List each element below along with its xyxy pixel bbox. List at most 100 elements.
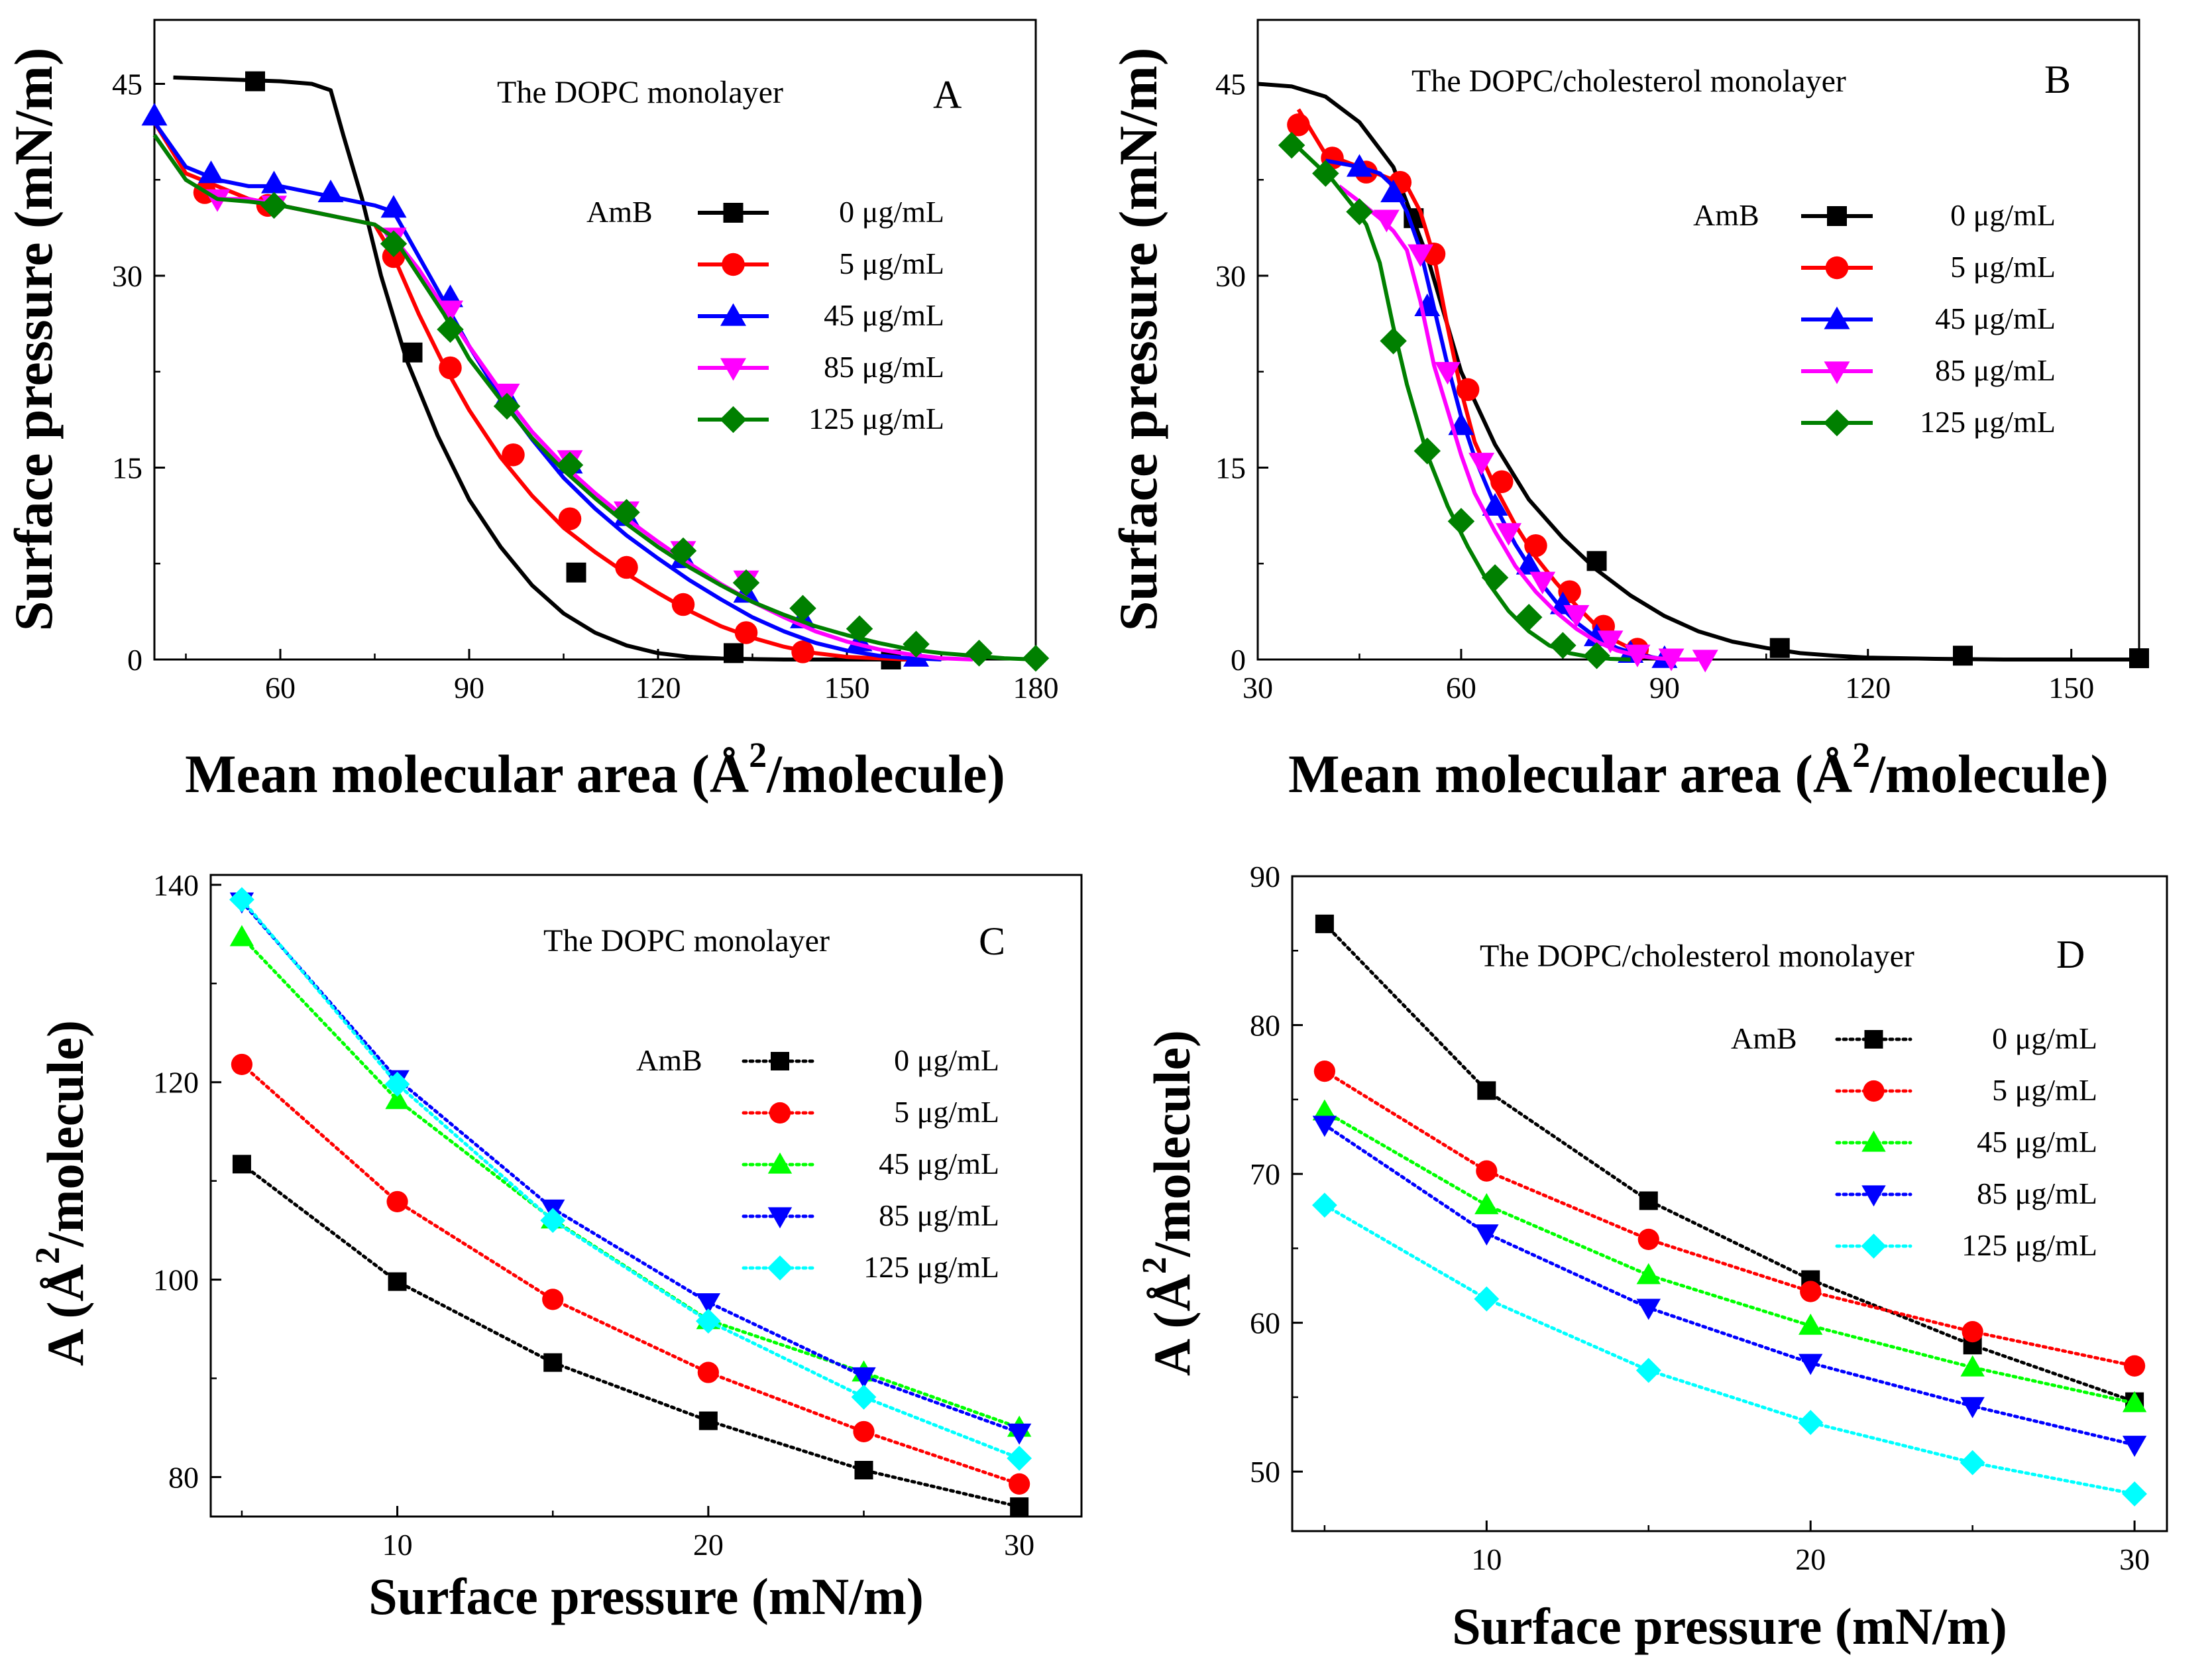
panel-d-data-point xyxy=(1311,1192,1337,1218)
panel-b-y-tick-label: 0 xyxy=(1231,643,1246,677)
panel-d-legend-label: 5 μg/mL xyxy=(1992,1073,2097,1107)
panel-a-data-point xyxy=(198,160,224,184)
panel-b-data-point xyxy=(1373,209,1400,233)
panel-a-legend-marker xyxy=(720,303,746,326)
panel-b-data-point xyxy=(1312,160,1339,187)
panel-a-data-point xyxy=(261,170,287,194)
panel-a-legend-marker xyxy=(720,358,746,381)
panel-d-series-line xyxy=(1323,922,2136,1404)
panel-c-series-line xyxy=(240,935,1021,1430)
panel-a-letter: A xyxy=(933,73,962,117)
panel-c-data-point xyxy=(854,1461,873,1480)
panel-d-data-point xyxy=(1312,1099,1337,1121)
panel-c-legend-label: 45 μg/mL xyxy=(879,1147,999,1180)
panel-d-data-point xyxy=(2122,1391,2147,1412)
panel-b-legend-marker xyxy=(1824,306,1850,329)
panel-b-data-point xyxy=(1346,198,1373,225)
panel-a-legend-label: 85 μg/mL xyxy=(824,350,944,384)
panel-b-x-tick-label: 120 xyxy=(1845,671,1891,705)
panel-a-data-point xyxy=(556,451,584,479)
panel-d-legend-marker xyxy=(1861,1234,1887,1259)
panel-d-y-tick-label: 80 xyxy=(1250,1009,1280,1043)
panel-b-data-point xyxy=(1658,648,1685,671)
panel-a-data-point xyxy=(613,498,640,526)
panel-c-series-line xyxy=(240,1063,1021,1486)
panel-a-data-point xyxy=(493,392,521,420)
panel-a-y-tick-label: 0 xyxy=(127,643,142,677)
panel-a-x-tick-label: 90 xyxy=(454,671,484,705)
panel-d-data-point xyxy=(1474,1193,1499,1214)
panel-b-data-point xyxy=(1953,646,1973,666)
panel-c-data-point xyxy=(695,1308,721,1334)
panel-c-y-tick-label: 80 xyxy=(168,1460,199,1494)
panel-c-data-point xyxy=(1009,1473,1030,1495)
panel-c-data-point xyxy=(853,1420,875,1443)
panel-b-series-line xyxy=(1257,82,2139,661)
panel-a-data-point xyxy=(846,615,873,642)
panel-a-legend-marker xyxy=(723,203,744,223)
panel-b-data-point xyxy=(1408,244,1434,267)
panel-a-data-point xyxy=(317,180,344,203)
panel-a-data-point xyxy=(558,507,582,530)
panel-b-legend-marker xyxy=(1823,409,1851,437)
panel-a-data-point xyxy=(245,71,265,91)
panel-b-y-axis-label: Surface pressure (mN/m) xyxy=(1108,48,1168,632)
panel-a-data-point xyxy=(791,640,814,663)
panel-a-data-point xyxy=(439,356,462,380)
panel-d-y-tick-label: 60 xyxy=(1250,1306,1280,1340)
panel-b-data-point xyxy=(1468,453,1495,476)
panel-c-data-point xyxy=(1007,1446,1032,1471)
panel-a-data-point xyxy=(1022,644,1050,672)
panel-a-data-point xyxy=(260,192,288,219)
panel-b-data-point xyxy=(1496,523,1522,546)
panel-c-data-point xyxy=(697,1361,719,1383)
panel-c-frame xyxy=(209,874,1083,1518)
panel-b-x-tick-label: 30 xyxy=(1243,671,1273,705)
panel-b-data-point xyxy=(1482,492,1508,516)
panel-c-data-point xyxy=(542,1289,564,1310)
panel-a-data-point xyxy=(141,103,168,126)
panel-a-y-axis-label: Surface pressure (mN/m) xyxy=(3,48,64,632)
panel-a-data-point xyxy=(615,555,638,579)
panel-b-y-tick-label: 15 xyxy=(1215,451,1246,485)
panel-b-y-tick-label: 30 xyxy=(1215,259,1246,293)
panel-c-y-tick-label: 120 xyxy=(153,1066,199,1100)
panel-b-letter: B xyxy=(2044,58,2071,101)
panel-d-data-point xyxy=(1636,1263,1661,1285)
panel-a-legend-label: 5 μg/mL xyxy=(839,247,944,280)
panel-c-legend-title: AmB xyxy=(636,1043,702,1077)
panel-b-data-point xyxy=(1287,113,1310,137)
panel-d-data-point xyxy=(2122,1436,2147,1457)
panel-c-legend-marker xyxy=(767,1255,793,1281)
panel-c-legend-label: 0 μg/mL xyxy=(894,1043,999,1077)
panel-b-chart: 30 60 90 120 150 0 15 30 45 0 μg/mL 5 μg/mL 45 μg/m… xyxy=(1108,19,2149,804)
panel-d-data-point xyxy=(1313,1061,1335,1082)
panel-d-data-point xyxy=(1474,1224,1499,1246)
panel-a-x-tick-label: 120 xyxy=(636,671,681,705)
panel-a-data-point xyxy=(437,300,463,323)
panel-b-data-point xyxy=(1583,642,1610,669)
panel-c-x-tick-label: 20 xyxy=(693,1528,724,1562)
panel-c-x-axis-label: Surface pressure (mN/m) xyxy=(368,1568,924,1625)
panel-b-data-point xyxy=(1456,378,1480,402)
panel-c-data-point xyxy=(543,1353,563,1372)
panel-d-y-tick-label: 70 xyxy=(1250,1157,1280,1191)
panel-d-frame xyxy=(1291,875,2168,1532)
panel-d-data-point xyxy=(1962,1321,1983,1343)
panel-b-data-point xyxy=(1346,154,1372,177)
panel-b-data-point xyxy=(1413,437,1441,465)
panel-d-y-tick-label: 50 xyxy=(1250,1455,1280,1489)
panel-c-data-point xyxy=(229,887,254,913)
panel-c-legend-marker xyxy=(767,1207,793,1229)
panel-b-series-line xyxy=(1337,184,1698,661)
panel-d-series-line xyxy=(1323,1069,2136,1368)
panel-a-series-line xyxy=(173,75,910,661)
panel-c-data-point xyxy=(386,1190,408,1213)
panel-d-series-line xyxy=(1323,1123,2136,1447)
panel-a-data-point xyxy=(903,630,930,658)
panel-c-data-point xyxy=(851,1384,877,1410)
panel-a-legend-label: 125 μg/mL xyxy=(808,402,944,435)
panel-b-data-point xyxy=(1515,604,1543,631)
panel-a-data-point xyxy=(724,643,744,663)
